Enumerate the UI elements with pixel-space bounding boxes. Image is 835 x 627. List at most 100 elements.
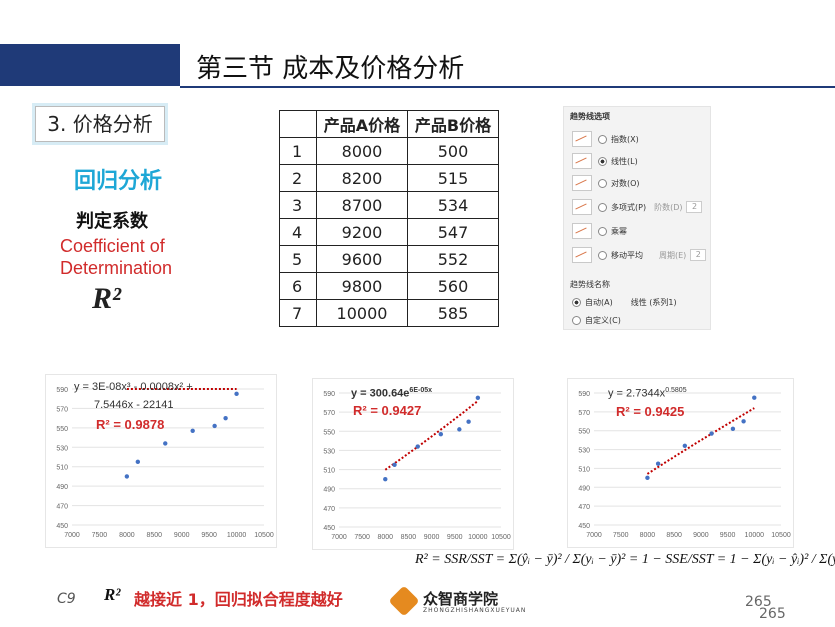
- trend-option-power[interactable]: 乘幂: [572, 223, 627, 239]
- table-header-cell: [279, 110, 317, 138]
- data-point: [135, 459, 141, 465]
- x-tick-label: 9500: [201, 532, 217, 539]
- equation-exponent: 6E-05x: [409, 387, 432, 394]
- data-point: [438, 431, 444, 437]
- order-label: 阶数(D): [654, 202, 683, 212]
- x-tick-label: 7000: [586, 532, 602, 539]
- x-tick-label: 8500: [401, 534, 417, 541]
- exponential-trend-icon: [572, 131, 592, 147]
- option-label: 移动平均: [611, 250, 643, 260]
- equation-line1: y = 2.7344x0.5805: [608, 387, 687, 400]
- x-tick-label: 7500: [354, 534, 370, 541]
- data-point: [730, 426, 736, 432]
- price-b: 585: [407, 299, 499, 327]
- period-spinner[interactable]: 2: [690, 249, 707, 261]
- price-a: 8200: [316, 164, 408, 192]
- table-row: 1 8000 500: [279, 137, 499, 165]
- equation-exponent: 0.5805: [665, 387, 687, 394]
- option-label: 乘幂: [611, 226, 627, 236]
- x-tick-label: 8000: [377, 534, 393, 541]
- y-tick-label: 450: [578, 523, 590, 530]
- trend-option-poly[interactable]: 多项式(P) 阶数(D) 2: [572, 199, 703, 215]
- custom-label: 自定义(C): [585, 316, 621, 325]
- data-point: [682, 443, 688, 448]
- radio-button-selected[interactable]: [572, 298, 581, 307]
- x-tick-label: 8000: [119, 532, 135, 539]
- x-tick-label: 9000: [174, 532, 190, 539]
- x-tick-label: 10500: [771, 532, 791, 539]
- price-b: 552: [407, 245, 499, 273]
- footer-r-squared: R²: [104, 585, 121, 604]
- data-point: [752, 395, 757, 400]
- row-index: 2: [279, 164, 317, 192]
- period-label: 周期(E): [659, 250, 687, 260]
- title-underline: [180, 86, 835, 88]
- price-table: 产品A价格 产品B价格 1 8000 500 2 8200 515 3 8700 534 4…: [279, 110, 499, 327]
- row-index: 5: [279, 245, 317, 273]
- price-a: 9800: [316, 272, 408, 300]
- radio-button[interactable]: [598, 178, 607, 188]
- chart-svg: 450 470 490 510 530 550 570 590 7000 7500 8000 8500…: [56, 387, 274, 539]
- data-point: [212, 423, 217, 429]
- brand-name: 众智商学院: [423, 590, 499, 608]
- table-row: 3 8700 534: [279, 191, 499, 219]
- radio-button[interactable]: [598, 250, 607, 260]
- row-index: 6: [279, 272, 317, 300]
- y-tick-label: 510: [56, 465, 68, 472]
- section-tag: 3. 价格分析: [35, 106, 165, 142]
- coefficient-en-line1: Coefficient of: [60, 236, 165, 256]
- x-tick-label: 8000: [640, 532, 656, 539]
- trend-option-log[interactable]: 对数(O): [572, 175, 640, 191]
- polynomial-trend-icon: [572, 199, 592, 215]
- radio-button-selected[interactable]: [598, 156, 607, 166]
- row-index: 1: [279, 137, 317, 165]
- moving-average-icon: [572, 247, 592, 263]
- trend-option-exponential[interactable]: 指数(X): [572, 131, 639, 147]
- y-tick-label: 570: [323, 410, 335, 417]
- radio-button[interactable]: [598, 226, 607, 236]
- brand-logo-icon: [388, 585, 420, 617]
- radio-button[interactable]: [572, 316, 581, 325]
- regression-heading: 回归分析: [74, 169, 163, 194]
- panel-title: 趋势线选项: [570, 112, 610, 121]
- row-index: 7: [279, 299, 317, 327]
- footer-note: 越接近 1，回归拟合程度越好: [134, 590, 343, 609]
- y-tick-label: 490: [56, 484, 68, 491]
- data-point: [645, 475, 650, 481]
- x-tick-label: 10500: [491, 534, 511, 541]
- price-b: 560: [407, 272, 499, 300]
- y-tick-label: 490: [323, 487, 335, 494]
- option-label: 线性(L): [611, 156, 638, 166]
- x-tick-label: 9000: [424, 534, 440, 541]
- y-tick-label: 590: [56, 387, 68, 394]
- y-tick-label: 550: [56, 426, 68, 433]
- name-auto-option[interactable]: 自动(A) 线性 (系列1): [572, 297, 677, 308]
- y-tick-label: 470: [578, 504, 590, 511]
- radio-button[interactable]: [598, 202, 607, 212]
- price-a: 9600: [316, 245, 408, 273]
- order-spinner[interactable]: 2: [686, 201, 703, 213]
- data-point: [223, 415, 228, 421]
- data-point: [124, 474, 130, 479]
- x-tick-label: 9500: [447, 534, 463, 541]
- trend-option-linear[interactable]: 线性(L): [572, 153, 638, 169]
- y-tick-label: 530: [56, 445, 68, 452]
- trend-option-moving-average[interactable]: 移动平均 周期(E) 2: [572, 247, 707, 263]
- price-b: 534: [407, 191, 499, 219]
- name-custom-option[interactable]: 自定义(C): [572, 315, 621, 326]
- linear-trend-icon: [572, 153, 592, 169]
- data-point: [190, 428, 195, 433]
- power-trend-icon: [572, 223, 592, 239]
- radio-button[interactable]: [598, 134, 607, 144]
- chart-svg: 450 470 490 510 530 550 570 590 7000 7500 8000 8500…: [578, 391, 791, 539]
- equation-line2: 7.5446x - 22141: [94, 399, 174, 411]
- y-tick-label: 550: [323, 429, 335, 436]
- price-b: 500: [407, 137, 499, 165]
- x-tick-label: 7500: [92, 532, 108, 539]
- x-tick-label: 10000: [227, 532, 247, 539]
- auto-label: 自动(A): [585, 298, 613, 307]
- x-tick-label: 8500: [666, 532, 682, 539]
- option-label: 对数(O): [611, 178, 640, 188]
- coefficient-heading: 判定系数: [76, 211, 148, 232]
- option-label: 指数(X): [611, 134, 639, 144]
